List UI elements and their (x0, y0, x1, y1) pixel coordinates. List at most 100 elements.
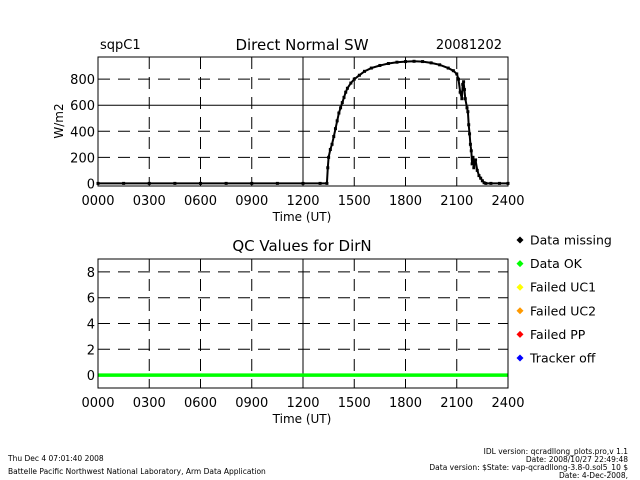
data-point (344, 90, 348, 94)
data-point (438, 63, 442, 67)
data-point (173, 181, 177, 185)
footer-timestamp: Thu Dec 4 07:01:40 2008 (7, 454, 104, 463)
data-point (480, 179, 484, 183)
data-point (404, 60, 407, 64)
data-point (471, 155, 475, 159)
y-tick-label: 200 (70, 151, 95, 166)
y-tick-label: 0 (87, 177, 95, 192)
data-point (147, 181, 151, 185)
x-tick-label: 0000 (81, 396, 114, 411)
data-point (461, 82, 465, 86)
legend-label: Failed UC2 (530, 303, 596, 318)
data-point (122, 181, 126, 185)
legend-label: Tracker off (529, 351, 596, 366)
y-axis-label: W/m2 (52, 103, 66, 138)
data-point (489, 181, 493, 185)
y-tick-labels: 0 2 4 6 8 (87, 266, 95, 384)
legend-label: Failed UC1 (530, 280, 596, 295)
x-tick-label: 1500 (338, 396, 371, 411)
data-point (335, 119, 339, 123)
data-point (301, 181, 305, 185)
legend-label: Failed PP (530, 327, 586, 342)
x-axis-label: Time (UT) (272, 412, 332, 426)
data-point (465, 106, 469, 110)
data-point (451, 69, 455, 73)
data-point (467, 123, 471, 127)
date-label: 20081202 (436, 38, 502, 53)
data-point (325, 181, 329, 185)
data-point (469, 149, 473, 153)
data-point (357, 73, 361, 77)
data-point (468, 132, 472, 136)
data-point (349, 81, 353, 85)
data-point (472, 166, 476, 170)
data-point (456, 77, 460, 81)
data-point (318, 181, 322, 185)
data-point (339, 106, 343, 110)
data-points (96, 59, 510, 185)
data-point (466, 110, 470, 114)
plot-frame (97, 56, 509, 187)
x-tick-label: 1800 (389, 194, 422, 209)
data-point (199, 181, 202, 185)
grid (98, 259, 508, 388)
y-tick-label: 400 (70, 125, 95, 140)
data-point (328, 148, 332, 152)
footer-lab: Battelle Pacific Northwest National Labo… (8, 467, 266, 476)
x-tick-label: 0900 (235, 396, 268, 411)
y-tick-label: 8 (87, 266, 95, 281)
legend-label: Data OK (530, 256, 583, 271)
plot-frame (97, 258, 509, 389)
x-tick-label: 1200 (286, 396, 319, 411)
data-point (330, 142, 334, 146)
x-tick-label: 0300 (133, 396, 166, 411)
x-tick-label: 2400 (491, 396, 524, 411)
x-tick-labels: 0000 0300 0600 0900 1200 1500 1800 2100 2400 (81, 396, 524, 411)
y-tick-label: 4 (87, 318, 95, 333)
y-tick-label: 6 (87, 292, 95, 307)
data-point (479, 176, 483, 180)
data-point (468, 142, 472, 146)
y-tick-label: 600 (70, 99, 95, 114)
data-point (497, 181, 501, 185)
x-tick-label: 0000 (81, 194, 114, 209)
data-point (429, 61, 433, 65)
x-tick-label: 0300 (133, 194, 166, 209)
grid (98, 57, 508, 186)
site-label: sqpC1 (100, 38, 141, 53)
data-point (460, 97, 464, 101)
legend-marker-icon (516, 283, 524, 291)
data-point (378, 63, 382, 67)
data-point (275, 181, 279, 185)
footer-idl-date: Date: 2008/10/27 22:49:48 (526, 455, 628, 464)
data-point (337, 111, 341, 115)
x-tick-label: 2100 (440, 396, 473, 411)
data-point (327, 155, 331, 159)
x-tick-label: 1800 (389, 396, 422, 411)
data-point (470, 162, 474, 166)
legend-marker-icon (516, 354, 524, 362)
data-point (326, 166, 330, 170)
x-tick-label: 0600 (184, 396, 217, 411)
data-point (340, 101, 344, 105)
data-point (458, 90, 462, 94)
y-tick-label: 2 (87, 343, 95, 358)
chart-title: Direct Normal SW (235, 36, 368, 54)
data-point (475, 168, 479, 172)
qc-chart-title: QC Values for DirN (232, 237, 371, 255)
data-point (484, 181, 488, 185)
footer-data-version: Data version: $State: vap-qcradllong-3.8… (429, 463, 628, 472)
data-point (482, 181, 486, 185)
legend: Data missing Data OK Failed UC1 Failed UC2 F… (516, 233, 612, 366)
data-point (386, 62, 390, 66)
x-tick-label: 0600 (184, 194, 217, 209)
data-point (462, 88, 466, 92)
x-axis-label: Time (UT) (272, 210, 332, 224)
series-line (98, 60, 508, 185)
data-point (342, 95, 346, 99)
footer-data-date: Date: 4-Dec-2008, (559, 471, 628, 480)
data-point (352, 77, 356, 81)
data-point (446, 66, 450, 70)
data-point (455, 72, 459, 76)
